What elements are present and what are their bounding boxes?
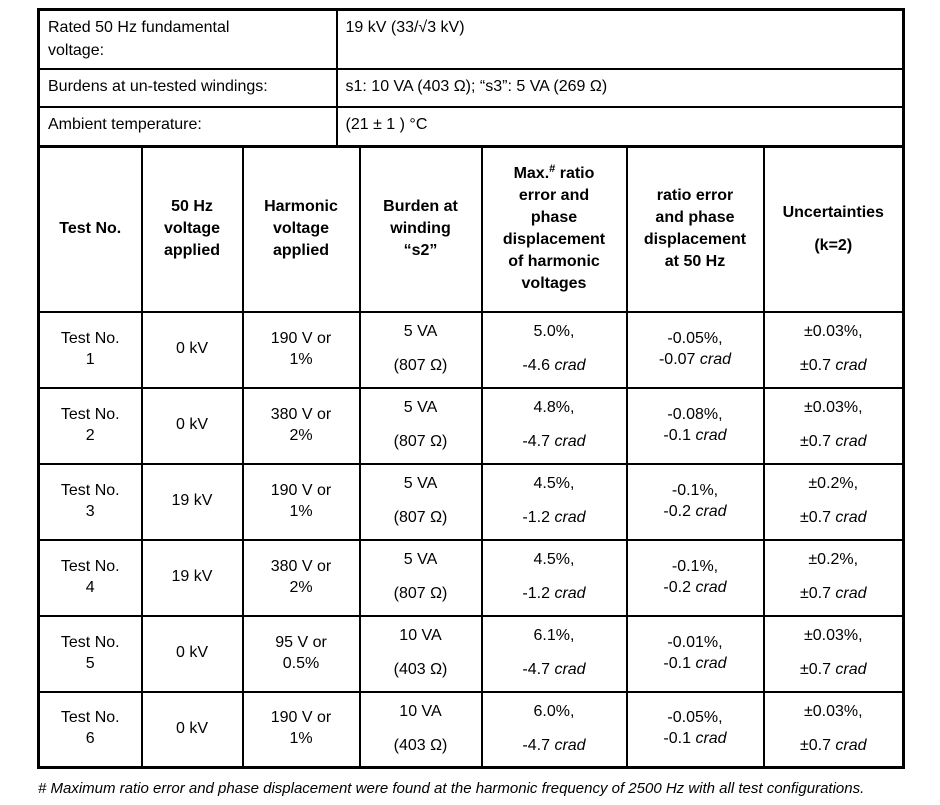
cell-50hz-voltage: 0 kV (140, 386, 244, 465)
crad-unit: crad (695, 426, 727, 444)
table-row-test-5: Test No. 5 0 kV 95 V or 0.5% 10 VA (403 Ω… (37, 614, 905, 693)
crad-unit: crad (554, 661, 586, 678)
info-table: Rated 50 Hz fundamental voltage: 19 kV (… (37, 8, 905, 148)
cell-test-no: Test No. 2 (37, 386, 143, 465)
crad-unit: crad (835, 661, 867, 678)
info-value-ambient-temperature: (21 ± 1 ) °C (335, 105, 905, 148)
info-label-text: Burdens at un-tested windings: (48, 77, 268, 95)
cell-error-50hz: -0.05%, -0.1 crad (625, 690, 765, 769)
cell-uncertainty: ±0.03%, ±0.7 crad (762, 614, 905, 693)
table-row-test-3: Test No. 3 19 kV 190 V or 1% 5 VA (807 Ω)… (37, 462, 905, 541)
info-label-text: Rated 50 Hz fundamental voltage: (48, 19, 230, 60)
info-value-text: s1: 10 VA (403 Ω); “s3”: 5 VA (269 Ω) (345, 77, 608, 95)
header-burden: Burden at winding “s2” (358, 145, 483, 313)
info-label-burdens: Burdens at un-tested windings: (37, 67, 338, 108)
crad-unit: crad (554, 357, 586, 374)
cell-50hz-voltage: 0 kV (140, 310, 244, 389)
crad-unit: crad (554, 585, 586, 602)
cell-error-50hz: -0.01%, -0.1 crad (625, 614, 765, 693)
header-harmonic-voltage: Harmonic voltage applied (241, 145, 361, 313)
cell-error-50hz: -0.08%, -0.1 crad (625, 386, 765, 465)
crad-unit: crad (699, 350, 732, 368)
crad-unit: crad (695, 654, 727, 672)
cell-burden: 10 VA (403 Ω) (358, 614, 483, 693)
info-row: Ambient temperature: (21 ± 1 ) °C (37, 105, 905, 148)
cell-max-error: 4.8%, -4.7 crad (480, 386, 628, 465)
results-table: Test No. 50 Hz voltage applied Harmonic … (37, 145, 905, 769)
cell-test-no: Test No. 1 (37, 310, 143, 389)
crad-unit: crad (835, 736, 867, 754)
crad-unit: crad (695, 730, 727, 748)
cell-harmonic-voltage: 190 V or 1% (241, 310, 361, 389)
info-value-burdens: s1: 10 VA (403 Ω); “s3”: 5 VA (269 Ω) (335, 67, 905, 108)
header-error-50hz: ratio error and phase displacement at 50… (625, 145, 765, 313)
cell-max-error: 6.0%, -4.7 crad (480, 690, 628, 769)
cell-50hz-voltage: 19 kV (140, 538, 244, 617)
cell-test-no: Test No. 4 (37, 538, 143, 617)
header-uncertainties: Uncertainties (k=2) (762, 145, 905, 313)
info-value-text: (21 ± 1 ) °C (345, 115, 428, 133)
info-row: Rated 50 Hz fundamental voltage: 19 kV (… (37, 8, 905, 70)
cell-uncertainty: ±0.03%, ±0.7 crad (762, 386, 905, 465)
cell-50hz-voltage: 0 kV (140, 614, 244, 693)
crad-unit: crad (835, 357, 867, 374)
footnote-marker: # (549, 163, 556, 176)
header-test-no: Test No. (37, 145, 143, 313)
info-label-ambient-temperature: Ambient temperature: (37, 105, 338, 148)
header-row: Test No. 50 Hz voltage applied Harmonic … (37, 145, 905, 313)
info-row: Burdens at un-tested windings: s1: 10 VA… (37, 67, 905, 108)
info-value-text: 19 kV (33/√3 kV) (345, 19, 465, 36)
cell-uncertainty: ±0.2%, ±0.7 crad (762, 462, 905, 541)
table-row-test-2: Test No. 2 0 kV 380 V or 2% 5 VA (807 Ω) … (37, 386, 905, 465)
header-max-harmonic-error: Max.# ratio error and phase displacement… (480, 145, 628, 313)
header-50hz-voltage: 50 Hz voltage applied (140, 145, 244, 313)
cell-max-error: 5.0%, -4.6 crad (480, 310, 628, 389)
cell-burden: 10 VA (403 Ω) (358, 690, 483, 769)
cell-max-error: 4.5%, -1.2 crad (480, 538, 628, 617)
info-label-text: Ambient temperature: (48, 115, 202, 133)
cell-uncertainty: ±0.03%, ±0.7 crad (762, 310, 905, 389)
crad-unit: crad (554, 433, 586, 450)
info-label-rated-voltage: Rated 50 Hz fundamental voltage: (37, 8, 338, 70)
info-value-rated-voltage: 19 kV (33/√3 kV) (335, 8, 905, 70)
cell-burden: 5 VA (807 Ω) (358, 386, 483, 465)
cell-50hz-voltage: 19 kV (140, 462, 244, 541)
table-row-test-4: Test No. 4 19 kV 380 V or 2% 5 VA (807 Ω)… (37, 538, 905, 617)
cell-harmonic-voltage: 380 V or 2% (241, 538, 361, 617)
cell-max-error: 6.1%, -4.7 crad (480, 614, 628, 693)
table-footnote: # Maximum ratio error and phase displace… (38, 780, 865, 797)
cell-error-50hz: -0.1%, -0.2 crad (625, 538, 765, 617)
cell-50hz-voltage: 0 kV (140, 690, 244, 769)
crad-unit: crad (835, 585, 867, 602)
cell-test-no: Test No. 5 (37, 614, 143, 693)
cell-harmonic-voltage: 380 V or 2% (241, 386, 361, 465)
cell-max-error: 4.5%, -1.2 crad (480, 462, 628, 541)
cell-error-50hz: -0.05%, -0.07 crad (625, 310, 765, 389)
crad-unit: crad (695, 578, 727, 596)
cell-harmonic-voltage: 95 V or 0.5% (241, 614, 361, 693)
cell-burden: 5 VA (807 Ω) (358, 462, 483, 541)
cell-test-no: Test No. 3 (37, 462, 143, 541)
cell-uncertainty: ±0.03%, ±0.7 crad (762, 690, 905, 769)
crad-unit: crad (554, 736, 586, 754)
cell-harmonic-voltage: 190 V or 1% (241, 690, 361, 769)
table-row-test-1: Test No. 1 0 kV 190 V or 1% 5 VA (807 Ω) … (37, 310, 905, 389)
cell-harmonic-voltage: 190 V or 1% (241, 462, 361, 541)
cell-uncertainty: ±0.2%, ±0.7 crad (762, 538, 905, 617)
cell-burden: 5 VA (807 Ω) (358, 310, 483, 389)
crad-unit: crad (835, 433, 867, 450)
table-row-test-6: Test No. 6 0 kV 190 V or 1% 10 VA (403 Ω)… (37, 690, 905, 769)
crad-unit: crad (554, 509, 586, 526)
crad-unit: crad (695, 502, 727, 520)
cell-test-no: Test No. 6 (37, 690, 143, 769)
crad-unit: crad (835, 509, 867, 526)
cell-burden: 5 VA (807 Ω) (358, 538, 483, 617)
cell-error-50hz: -0.1%, -0.2 crad (625, 462, 765, 541)
